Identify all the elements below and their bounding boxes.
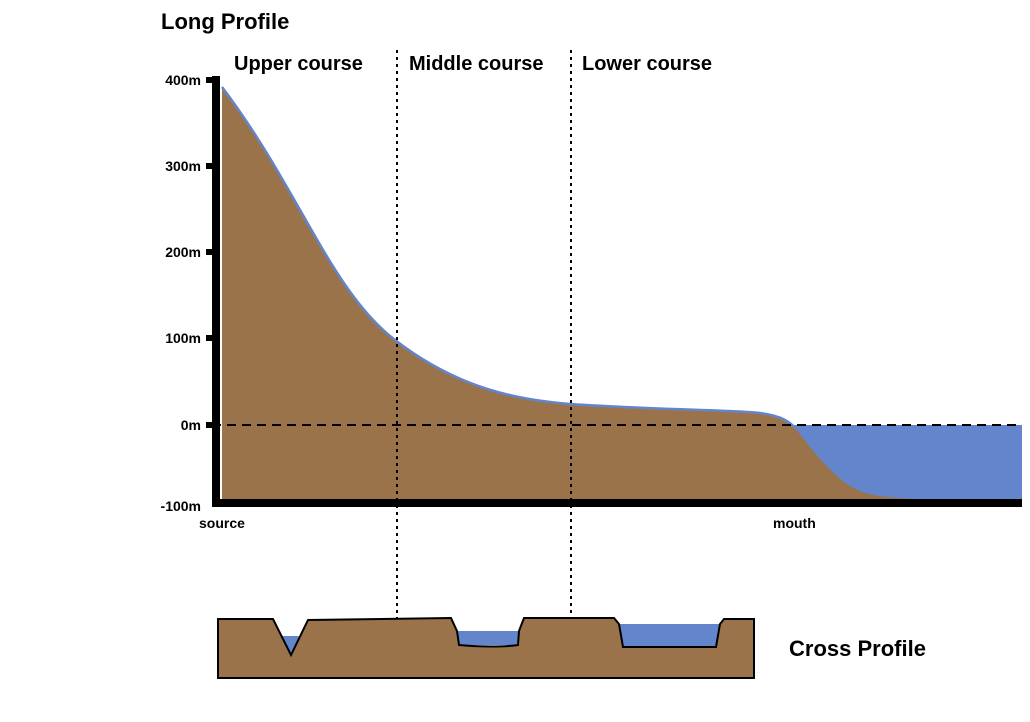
- upper-course-label: Upper course: [234, 53, 363, 75]
- y-tick-label: -100m: [161, 498, 201, 514]
- middle-course-label: Middle course: [409, 53, 543, 75]
- y-tick-label: 0m: [181, 417, 201, 433]
- y-tick-label: 100m: [165, 330, 201, 346]
- y-ticks: 400m 300m 200m 100m 0m -100m: [161, 72, 216, 514]
- source-label: source: [199, 515, 245, 531]
- mouth-label: mouth: [773, 515, 816, 531]
- cross-profile-title: Cross Profile: [789, 636, 926, 661]
- cross-water-lower: [619, 624, 720, 647]
- lower-course-label: Lower course: [582, 53, 712, 75]
- cross-profile: [217, 616, 755, 679]
- y-tick-label: 400m: [165, 72, 201, 88]
- axes: [212, 76, 1022, 507]
- long-profile-land: [222, 87, 940, 503]
- cross-profile-land: [217, 616, 755, 679]
- long-profile-title: Long Profile: [161, 9, 289, 34]
- y-tick-label: 300m: [165, 158, 201, 174]
- y-tick-label: 200m: [165, 244, 201, 260]
- cross-water-middle: [457, 631, 519, 645]
- river-surface-line: [221, 86, 796, 429]
